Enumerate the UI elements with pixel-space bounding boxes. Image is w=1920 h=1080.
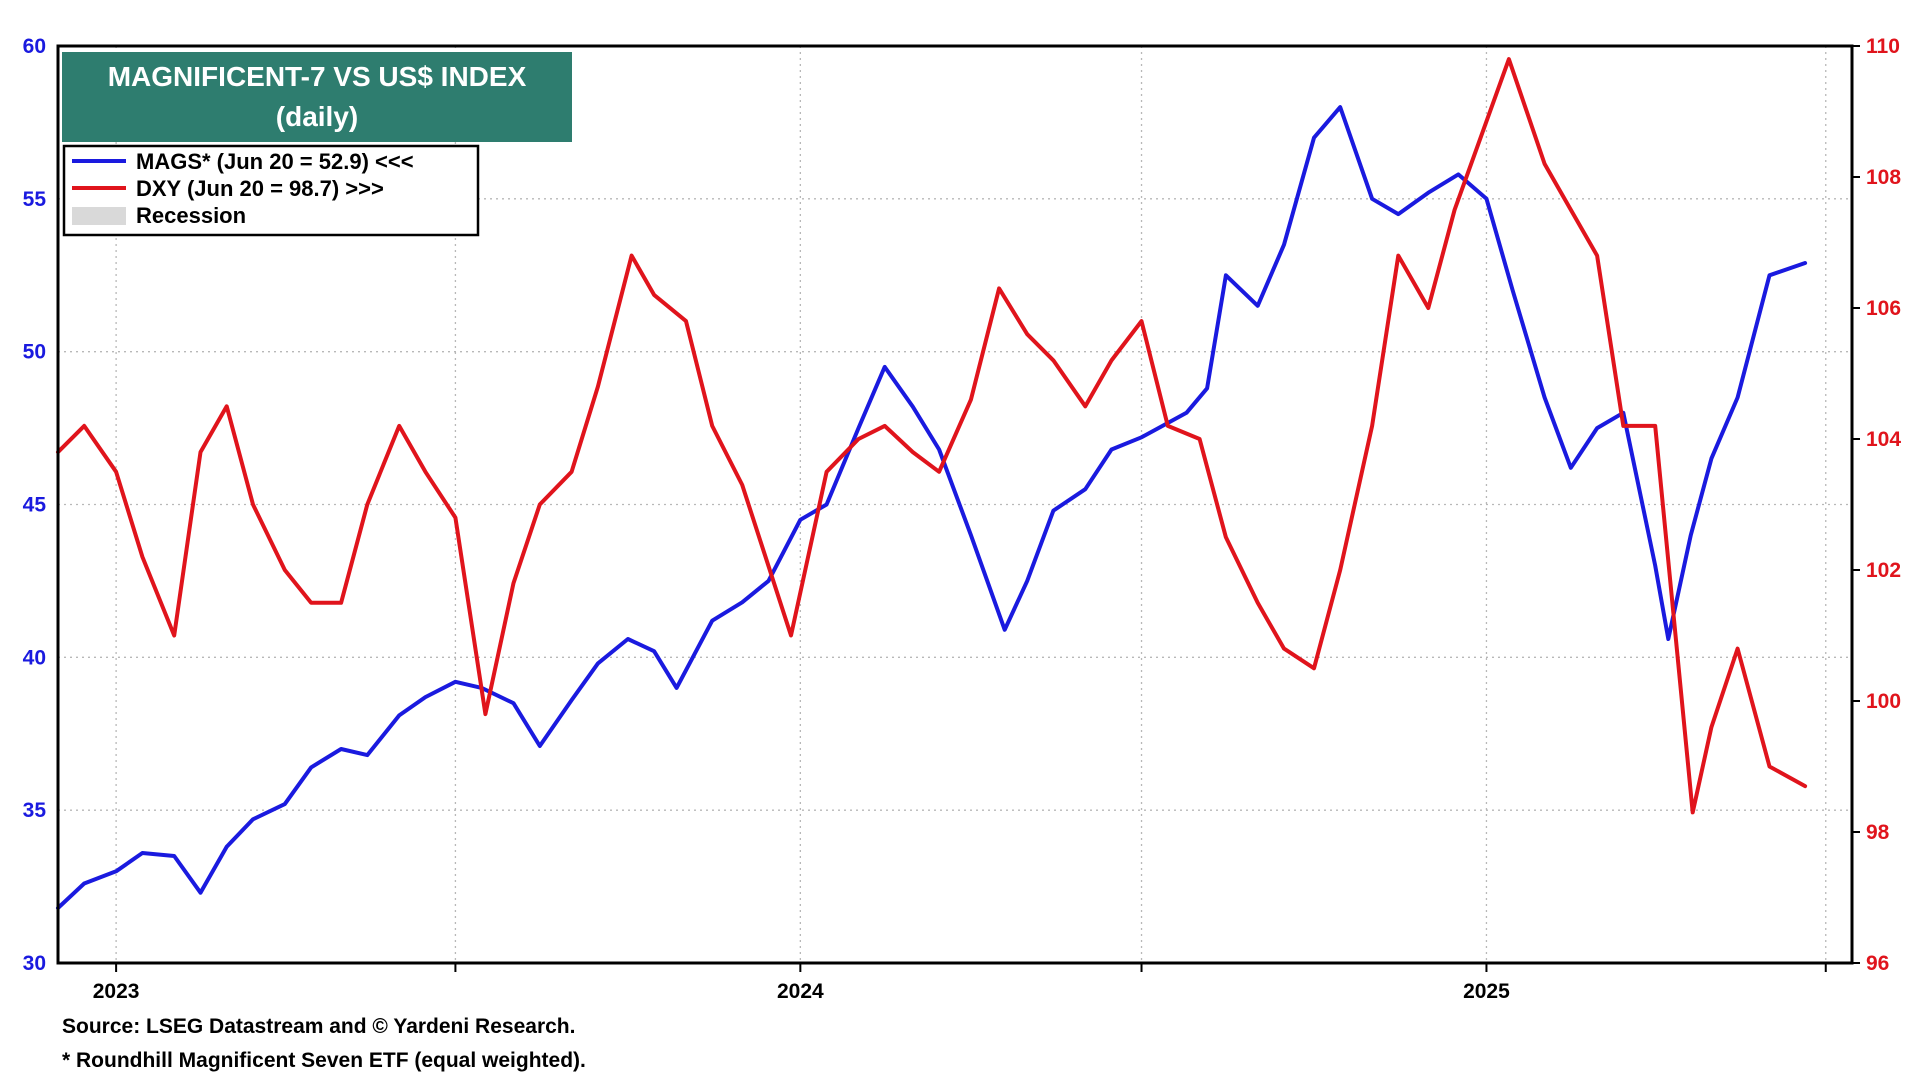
plot-frame xyxy=(56,44,1854,965)
series-line-mags xyxy=(56,105,1808,910)
legend-label-mags: MAGS* (Jun 20 = 52.9) <<< xyxy=(136,149,414,174)
legend-label-recession: Recession xyxy=(136,203,246,228)
chart-title: MAGNIFICENT-7 VS US$ INDEX xyxy=(108,61,527,92)
y-left-tick-label: 60 xyxy=(23,35,46,58)
series-line-dxy xyxy=(56,57,1808,815)
y-left-tick-label: 50 xyxy=(23,341,46,364)
y-right-tick-label: 102 xyxy=(1866,559,1901,582)
legend-label-dxy: DXY (Jun 20 = 98.7) >>> xyxy=(136,176,384,201)
chart-subtitle: (daily) xyxy=(276,101,358,132)
y-right-tick-label: 100 xyxy=(1866,690,1901,713)
y-left-tick-label: 45 xyxy=(23,494,47,517)
legend-box xyxy=(62,144,480,237)
y-right-tick-label: 104 xyxy=(1866,428,1901,451)
y-left-tick-label: 40 xyxy=(23,646,46,669)
legend: MAGS* (Jun 20 = 52.9) <<< DXY (Jun 20 = … xyxy=(62,144,480,237)
series-layer xyxy=(56,57,1808,910)
y-right-tick-label: 98 xyxy=(1866,821,1890,844)
y-right-tick-label: 96 xyxy=(1866,952,1889,975)
x-tick-label: 2023 xyxy=(93,980,140,1003)
x-tick-label: 2024 xyxy=(777,980,824,1003)
title-box: MAGNIFICENT-7 VS US$ INDEX (daily) xyxy=(62,52,572,142)
y-left-tick-label: 55 xyxy=(23,188,47,211)
legend-swatch-recession xyxy=(72,207,126,225)
axes: 30 35 40 45 50 55 60 96 98 100 102 104 106 108 110 2023… xyxy=(23,35,1902,1003)
x-tick-label: 2025 xyxy=(1463,980,1510,1003)
etf-footnote: * Roundhill Magnificent Seven ETF (equal… xyxy=(62,1049,586,1072)
y-left-tick-label: 35 xyxy=(23,799,47,822)
y-right-tick-label: 108 xyxy=(1866,166,1901,189)
y-right-tick-label: 106 xyxy=(1866,297,1901,320)
y-right-tick-label: 110 xyxy=(1866,35,1900,58)
source-note: Source: LSEG Datastream and © Yardeni Re… xyxy=(62,1015,576,1038)
grid xyxy=(58,46,1852,963)
y-left-tick-label: 30 xyxy=(23,952,46,975)
title-background xyxy=(62,52,572,142)
